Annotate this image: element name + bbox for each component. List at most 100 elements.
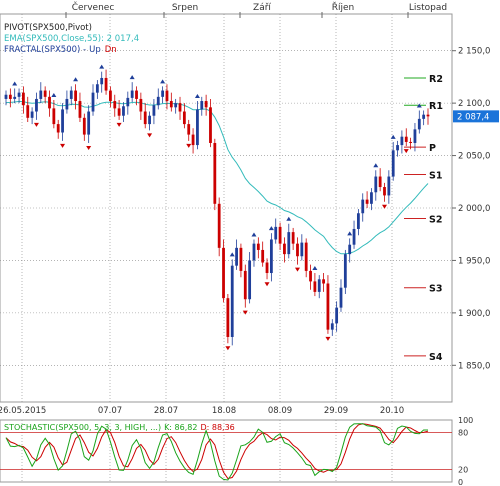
candle-body-48 xyxy=(213,142,217,204)
candle-body-30 xyxy=(135,90,138,99)
candle-body-64 xyxy=(283,243,286,255)
candle-body-38 xyxy=(169,101,173,108)
candle-body-56 xyxy=(248,260,252,300)
stochastic-legend-k: K: 86,82 xyxy=(164,423,197,432)
candle-body-20 xyxy=(91,92,95,112)
candle-body-39 xyxy=(174,103,178,108)
candle-body-2 xyxy=(13,96,17,99)
stochastic-axis: 100 80 20 0 xyxy=(458,416,473,486)
candle-body-12 xyxy=(56,124,60,133)
fractal-dn-92 xyxy=(403,149,409,154)
date-label-2: 28.07 xyxy=(154,406,178,416)
candle-body-94 xyxy=(413,129,417,143)
candle-body-10 xyxy=(48,96,51,109)
fractal-dn-7 xyxy=(33,122,39,127)
fractal-up-57 xyxy=(251,232,257,237)
candle-body-51 xyxy=(226,298,230,337)
candle-body-46 xyxy=(204,101,208,108)
candle-body-9 xyxy=(43,90,47,97)
fractal-dn-67 xyxy=(294,267,300,272)
candle-body-42 xyxy=(187,124,191,135)
price-tick-label-4: 1 950,0 xyxy=(458,256,490,266)
fractal-up-22 xyxy=(99,64,105,69)
candle-body-71 xyxy=(313,281,317,292)
date-label-3: 18.08 xyxy=(212,406,236,416)
candle-body-68 xyxy=(300,242,304,257)
pivot-label-s2: S2 xyxy=(429,214,442,225)
fractal-up-65 xyxy=(286,216,292,221)
candle-body-11 xyxy=(52,108,56,125)
price-tick-label-3: 2 000,0 xyxy=(458,204,490,214)
stochastic-d-line xyxy=(5,423,429,480)
fractal-up-29 xyxy=(129,75,135,80)
fractal-up-16 xyxy=(73,77,79,82)
stochastic-legend-d: D: 88,36 xyxy=(200,423,234,432)
pivot-levels: R2 R1 P S1 S2 S3 S4 xyxy=(404,74,443,363)
fractal-up-44 xyxy=(194,94,200,99)
candle-body-19 xyxy=(87,111,91,135)
month-label-2: Srpen xyxy=(172,3,198,13)
candle-body-49 xyxy=(217,203,221,248)
price-axis: 2 150,0 2 100,0 2 050,0 2 000,0 1 950,0 1 900… xyxy=(452,47,490,371)
candle-body-47 xyxy=(209,107,212,143)
candle-body-36 xyxy=(161,90,165,97)
candle-body-84 xyxy=(370,192,373,204)
candle-body-88 xyxy=(387,176,391,196)
stochastic-pane: STOCHASTIC(SPX500, 5, 3, 3, HIGH, ...) K:… xyxy=(0,416,473,486)
candle-body-35 xyxy=(156,96,160,106)
date-label-1: 07.07 xyxy=(98,406,122,416)
candle-body-18 xyxy=(82,117,86,135)
fractal-up-89 xyxy=(390,134,396,139)
date-label-6: 20.10 xyxy=(380,406,404,416)
candle-body-50 xyxy=(222,247,225,299)
candle-body-69 xyxy=(304,242,308,271)
candle-body-6 xyxy=(30,111,34,118)
last-price-box xyxy=(453,110,499,123)
candle-body-27 xyxy=(122,106,125,116)
fractal-up-95 xyxy=(416,103,422,108)
fractal-dn-60 xyxy=(264,282,270,287)
candle-body-93 xyxy=(409,141,412,143)
stochastic-pane-border xyxy=(0,419,453,483)
candle-body-32 xyxy=(143,111,147,125)
fractal-dn-74 xyxy=(325,336,331,341)
fractal-dn-42 xyxy=(186,143,192,148)
price-tick-label-5: 1 900,0 xyxy=(458,309,490,319)
candle-body-24 xyxy=(109,90,112,102)
stoch-tick-label-1: 80 xyxy=(458,428,468,437)
candle-body-45 xyxy=(200,101,204,110)
price-tick-label-0: 2 150,0 xyxy=(458,47,490,57)
fractal-up-61 xyxy=(268,226,274,231)
candle-body-22 xyxy=(100,77,104,85)
fractal-up-11 xyxy=(51,92,57,97)
month-label-5: Listopad xyxy=(409,3,447,13)
candle-body-21 xyxy=(95,84,99,93)
candle-body-97 xyxy=(426,114,430,117)
date-label-5: 29.09 xyxy=(324,406,348,416)
fractal-up-52 xyxy=(229,252,235,257)
month-label-4: Říjen xyxy=(332,2,355,13)
pivot-label-p: P xyxy=(429,143,436,154)
candle-body-67 xyxy=(296,243,299,257)
candle-body-23 xyxy=(104,77,108,91)
candle-body-91 xyxy=(400,136,404,146)
legend-ema: EMA(SPX500,Close,55): 2 017,4 xyxy=(4,34,139,44)
candle-body-58 xyxy=(256,243,260,250)
candle-body-61 xyxy=(269,239,273,274)
candle-body-66 xyxy=(291,232,295,244)
candle-body-25 xyxy=(113,101,117,109)
candle-body-37 xyxy=(165,90,169,102)
candle-body-28 xyxy=(126,97,130,107)
horizontal-gridlines xyxy=(0,50,452,366)
fractal-up-79 xyxy=(347,231,353,236)
candle-body-83 xyxy=(365,199,369,204)
stochastic-legend: STOCHASTIC(SPX500, 5, 3, 3, HIGH, ...) K:… xyxy=(4,423,235,432)
legend-fractal-up: Up xyxy=(89,45,101,55)
candle-body-85 xyxy=(374,176,378,193)
fractal-dn-13 xyxy=(60,143,66,148)
candle-body-1 xyxy=(8,94,12,99)
month-label-3: Září xyxy=(253,3,271,13)
pivot-label-r2: R2 xyxy=(429,74,443,85)
last-price-label: 2 087,4 xyxy=(457,112,489,122)
